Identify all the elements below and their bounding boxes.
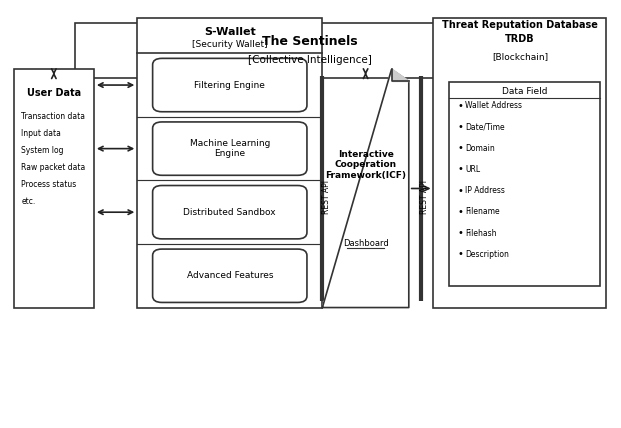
Text: •: • (458, 228, 463, 238)
Text: Advanced Features: Advanced Features (186, 271, 273, 280)
Text: Interactive
Cooperation
Framework(ICF): Interactive Cooperation Framework(ICF) (325, 150, 406, 180)
Text: Dashboard: Dashboard (343, 239, 389, 248)
Text: REST API: REST API (322, 180, 330, 214)
Text: Distributed Sandbox: Distributed Sandbox (183, 208, 276, 217)
Polygon shape (322, 69, 409, 308)
FancyBboxPatch shape (433, 18, 606, 308)
Text: S-Wallet: S-Wallet (204, 27, 256, 37)
Text: [Collective Intelligence]: [Collective Intelligence] (248, 55, 372, 65)
Text: •: • (458, 164, 463, 174)
Text: Filehash: Filehash (465, 229, 496, 238)
Text: Filename: Filename (465, 208, 500, 217)
FancyBboxPatch shape (137, 18, 322, 308)
Text: •: • (458, 250, 463, 259)
FancyBboxPatch shape (449, 82, 600, 286)
Text: •: • (458, 143, 463, 153)
Text: URL: URL (465, 165, 480, 174)
FancyBboxPatch shape (153, 249, 307, 303)
Text: Transaction data: Transaction data (21, 112, 85, 121)
Text: Input data: Input data (21, 129, 61, 138)
Text: etc.: etc. (21, 197, 35, 206)
Polygon shape (391, 69, 409, 81)
Text: Threat Reputation Database
TRDB: Threat Reputation Database TRDB (442, 20, 598, 44)
FancyBboxPatch shape (153, 122, 307, 175)
Text: [Security Wallet]: [Security Wallet] (192, 40, 268, 49)
Text: •: • (458, 122, 463, 132)
Text: Description: Description (465, 250, 509, 259)
Text: •: • (458, 207, 463, 217)
Text: Data Field: Data Field (502, 87, 547, 96)
FancyBboxPatch shape (153, 58, 307, 112)
Text: Machine Learning
Engine: Machine Learning Engine (189, 139, 270, 158)
FancyBboxPatch shape (153, 185, 307, 239)
Text: User Data: User Data (27, 88, 81, 98)
Text: •: • (458, 101, 463, 110)
Text: [Blockchain]: [Blockchain] (492, 52, 548, 61)
Text: Process status: Process status (21, 180, 76, 189)
Text: REST API: REST API (420, 180, 429, 214)
Text: The Sentinels: The Sentinels (262, 36, 358, 48)
Text: IP Address: IP Address (465, 186, 505, 195)
Text: System log: System log (21, 146, 63, 155)
FancyBboxPatch shape (76, 23, 545, 78)
Text: Domain: Domain (465, 143, 495, 153)
Text: Date/Time: Date/Time (465, 122, 505, 131)
FancyBboxPatch shape (14, 69, 94, 308)
Text: Wallet Address: Wallet Address (465, 101, 522, 110)
Text: Filtering Engine: Filtering Engine (194, 80, 265, 89)
Text: •: • (458, 186, 463, 196)
Text: Raw packet data: Raw packet data (21, 163, 86, 172)
